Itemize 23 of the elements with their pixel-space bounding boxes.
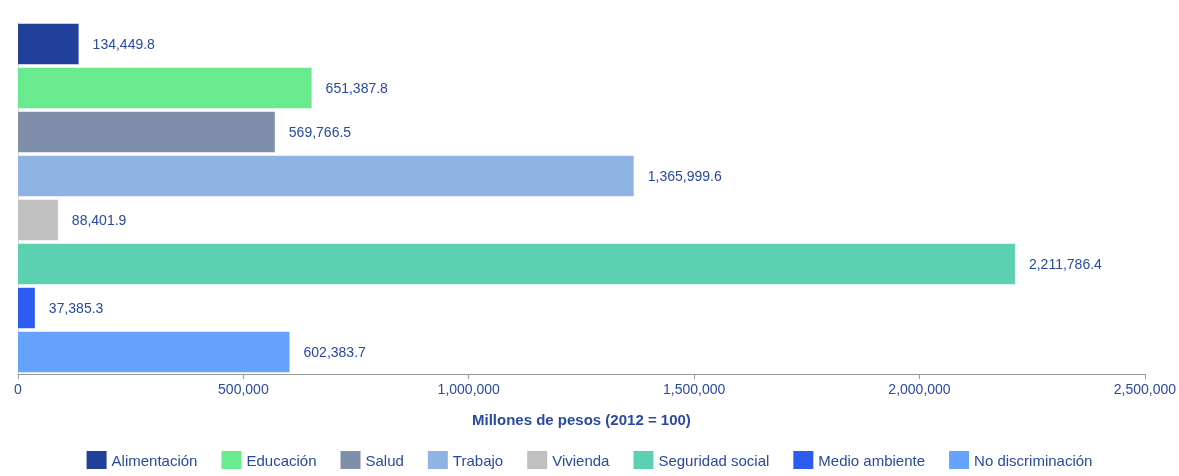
data-label: 88,401.9: [71, 212, 127, 228]
data-label: 2,211,786.4: [1028, 256, 1103, 272]
legend-label: Trabajo: [452, 451, 504, 469]
legend-label: Educación: [246, 451, 317, 469]
legend-label: Medio ambiente: [818, 451, 926, 469]
legend-label: Salud: [365, 451, 404, 469]
data-label: 569,766.5: [288, 124, 352, 140]
data-label: 1,365,999.6: [647, 168, 722, 184]
x-tick-label: 1,000,000: [437, 381, 501, 397]
x-tick-label: 1,500,000: [662, 381, 726, 397]
x-tick-label: 0: [14, 381, 23, 397]
data-label: 602,383.7: [303, 344, 367, 360]
data-label: 134,449.8: [92, 36, 156, 52]
legend-label: Alimentación: [111, 451, 198, 469]
data-label: 651,387.8: [325, 80, 389, 96]
legend-label: No discriminación: [974, 451, 1093, 469]
legend-label: Vivienda: [552, 451, 611, 469]
x-tick-label: 500,000: [218, 381, 269, 397]
x-tick-label: 2,000,000: [888, 381, 951, 397]
x-axis-title: Millones de pesos (2012 = 100): [472, 411, 691, 428]
data-label: 37,385.3: [48, 300, 104, 316]
x-tick-label: 2,500,000: [1113, 381, 1177, 397]
legend-label: Seguridad social: [658, 451, 770, 469]
